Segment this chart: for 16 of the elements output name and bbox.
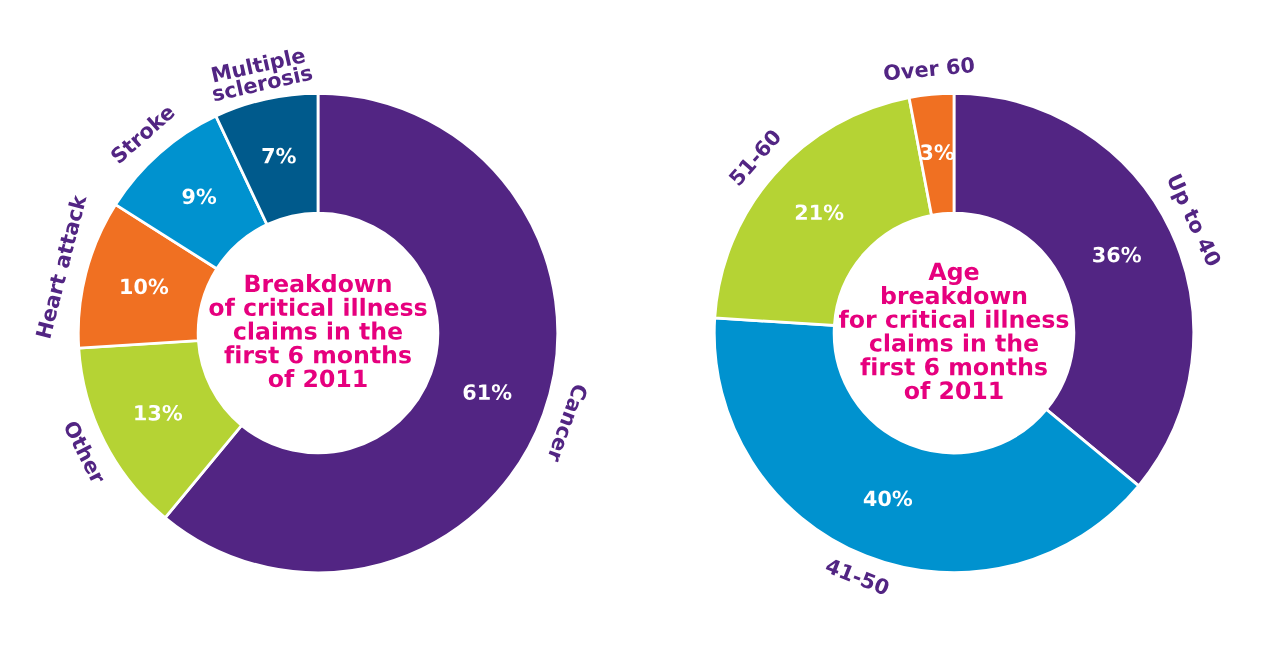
text: Age breakdown for critical illness claims in the first 6 months of 2011 [838,262,1069,400]
data-label: 9% [182,188,217,205]
slice-label: Over 60 [883,56,975,81]
data-label: 13% [135,404,183,421]
data-label: 21% [795,204,844,221]
text: Breakdown of critical illness claims in the first 6 months of 2011 [209,274,427,388]
slice-label: 41-50 [824,557,891,596]
data-label: 3% [920,144,955,161]
data-label: 10% [121,278,169,295]
data-label: 40% [863,490,913,507]
slice-label: Heart attack [34,193,87,339]
slice-label: Multiple sclerosis [211,46,313,102]
data-label: 61% [463,384,512,400]
data-label: 7% [262,147,296,164]
data-label: 36% [1093,246,1141,263]
slice-label: Up to 40 [1163,173,1223,270]
